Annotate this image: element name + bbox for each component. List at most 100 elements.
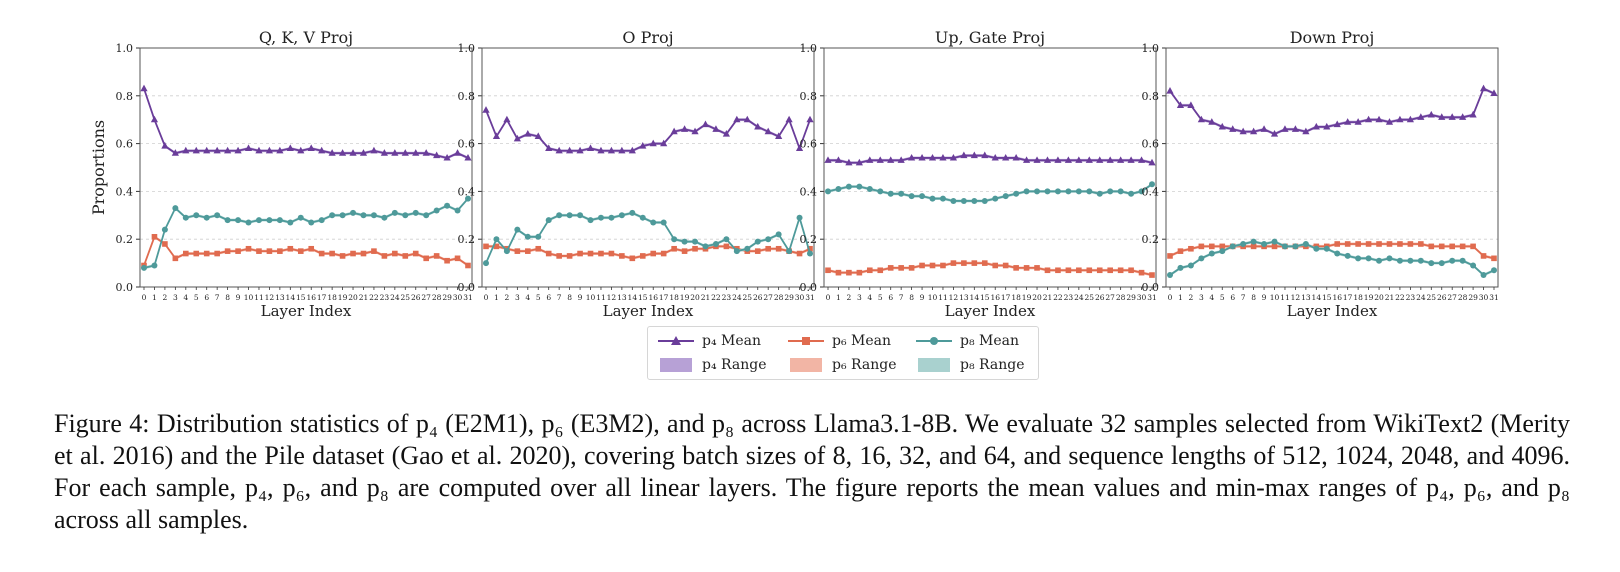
data-point-p6 — [1107, 267, 1113, 274]
data-point-p8 — [856, 183, 863, 190]
data-point-p4 — [1270, 130, 1279, 137]
x-tick-label: 25 — [743, 293, 753, 302]
data-point-p6 — [835, 269, 842, 276]
x-tick-label: 1 — [152, 293, 157, 302]
data-point-p8 — [971, 197, 978, 204]
data-point-p4 — [887, 156, 895, 163]
y-tick-label: 0.4 — [800, 185, 818, 198]
data-point-p8 — [702, 243, 709, 250]
data-point-p4 — [785, 115, 793, 123]
data-point-p8 — [203, 214, 210, 221]
data-point-p6 — [1167, 253, 1173, 259]
data-point-p4 — [908, 153, 916, 161]
data-point-p4 — [795, 144, 804, 151]
x-tick-label: 0 — [1168, 293, 1173, 302]
legend-label: p₆ Mean — [832, 333, 892, 349]
x-tick-label: 7 — [1241, 293, 1246, 302]
data-point-p6 — [856, 269, 863, 276]
x-tick-label: 3 — [515, 293, 520, 302]
x-tick-label: 10 — [928, 293, 938, 302]
x-tick-label: 4 — [183, 293, 188, 302]
series-p4 — [482, 106, 814, 154]
data-point-p4 — [949, 153, 958, 161]
legend-swatch-p6-range — [790, 358, 822, 372]
data-point-p6 — [1149, 272, 1155, 278]
x-tick-label: 3 — [173, 293, 178, 302]
data-point-p4 — [1096, 156, 1104, 163]
data-point-p4 — [701, 120, 710, 128]
data-point-p8 — [681, 238, 688, 245]
data-point-p6 — [193, 250, 200, 257]
data-point-p8 — [1376, 257, 1383, 264]
data-point-p8 — [1208, 250, 1215, 257]
x-tick-label: 2 — [163, 293, 168, 302]
legend-item-p4-mean: p₄ Mean — [656, 330, 761, 352]
data-point-p8 — [193, 212, 200, 219]
data-point-p8 — [287, 219, 294, 226]
data-point-p4 — [897, 156, 905, 163]
data-point-p6 — [381, 253, 388, 259]
data-point-p8 — [308, 219, 315, 226]
data-point-p6 — [162, 241, 168, 247]
data-point-p4 — [607, 146, 616, 154]
data-point-p6 — [765, 245, 771, 252]
data-point-p8 — [297, 214, 304, 221]
data-point-p8 — [1044, 188, 1051, 195]
chart-title: Q, K, V Proj — [259, 28, 353, 47]
legend-swatch-p6-mean — [788, 337, 824, 345]
data-point-p4 — [1187, 101, 1195, 108]
y-tick-label: 0.8 — [458, 90, 476, 103]
data-point-p8 — [566, 212, 573, 219]
data-point-p6 — [1188, 245, 1194, 252]
data-point-p6 — [971, 260, 978, 266]
data-point-p4 — [722, 130, 730, 137]
data-point-p8 — [825, 188, 831, 195]
data-point-p8 — [866, 186, 873, 193]
data-point-p6 — [775, 245, 782, 252]
data-point-p8 — [161, 226, 168, 233]
data-point-p4 — [1197, 115, 1205, 123]
x-tick-label: 31 — [1147, 293, 1157, 302]
data-point-p8 — [887, 190, 894, 197]
x-tick-label: 17 — [1001, 293, 1011, 302]
data-point-p6 — [1177, 248, 1184, 254]
y-tick-label: 0.0 — [116, 281, 134, 294]
data-point-p6 — [454, 255, 461, 262]
data-point-p8 — [1407, 257, 1414, 264]
data-point-p8 — [712, 240, 719, 247]
data-point-p8 — [1365, 255, 1372, 262]
plot-frame — [139, 47, 473, 288]
data-point-p6 — [1138, 269, 1145, 276]
data-point-p6 — [183, 250, 189, 257]
y-tick-label: 0.2 — [1142, 233, 1160, 246]
x-tick-label: 16 — [648, 293, 658, 302]
data-point-p6 — [1365, 241, 1372, 247]
data-point-p8 — [1459, 257, 1466, 264]
legend-item-p8-range: p₈ Range — [914, 354, 1025, 376]
data-point-p4 — [649, 139, 657, 147]
data-point-p6 — [950, 260, 957, 266]
data-point-p4 — [991, 153, 999, 161]
y-tick-label: 0.2 — [458, 233, 476, 246]
x-tick-label: 15 — [1322, 293, 1332, 302]
data-point-p8 — [255, 217, 262, 224]
x-tick-label: 11 — [938, 293, 948, 302]
data-point-p8 — [1075, 188, 1082, 195]
data-point-p6 — [981, 260, 988, 266]
data-point-p8 — [1138, 188, 1145, 195]
x-tick-label: 8 — [909, 293, 914, 302]
data-point-p8 — [1292, 243, 1299, 250]
data-point-p8 — [908, 193, 915, 200]
x-tick-label: 19 — [338, 293, 348, 302]
x-tick-label: 18 — [669, 293, 679, 302]
data-point-p8 — [465, 195, 471, 202]
x-tick-label: 27 — [1447, 293, 1457, 302]
x-tick-label: 24 — [390, 293, 400, 302]
plot-frame — [481, 47, 815, 288]
data-point-p4 — [307, 144, 315, 151]
x-tick-label: 26 — [1095, 293, 1105, 302]
x-tick-label: 18 — [1011, 293, 1021, 302]
data-point-p8 — [1198, 255, 1205, 262]
data-point-p4 — [1312, 122, 1320, 130]
data-point-p8 — [597, 214, 604, 221]
